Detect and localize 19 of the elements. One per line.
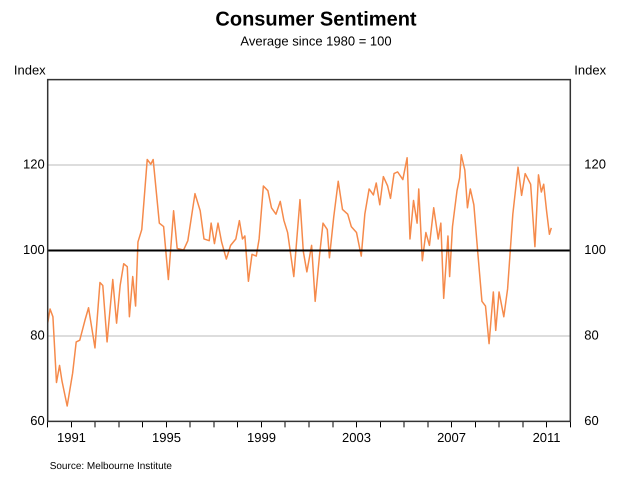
source-note: Source: Melbourne Institute — [50, 461, 172, 472]
y-axis-title: Index — [14, 62, 46, 78]
y2-tick-label: 120 — [584, 156, 606, 172]
x-tick-label: 2003 — [342, 430, 371, 445]
y2-tick-label: 60 — [584, 412, 599, 428]
chart-title: Consumer Sentiment — [215, 8, 417, 31]
x-tick-label: 1999 — [247, 430, 276, 445]
x-tick-label: 1995 — [152, 430, 181, 445]
y2-tick-label: 100 — [584, 242, 606, 258]
x-tick-label: 1991 — [56, 430, 86, 445]
x-tick-label: 2007 — [437, 430, 466, 445]
chart-subtitle: Average since 1980 = 100 — [240, 33, 392, 48]
y-tick-label: 100 — [22, 242, 45, 258]
y-tick-label: 60 — [30, 412, 45, 428]
x-tick-label: 2011 — [532, 430, 561, 445]
y-tick-label: 80 — [30, 328, 45, 343]
y-tick-label: 120 — [22, 156, 45, 172]
y2-axis-title: Index — [574, 62, 607, 78]
y2-tick-label: 80 — [584, 328, 599, 343]
